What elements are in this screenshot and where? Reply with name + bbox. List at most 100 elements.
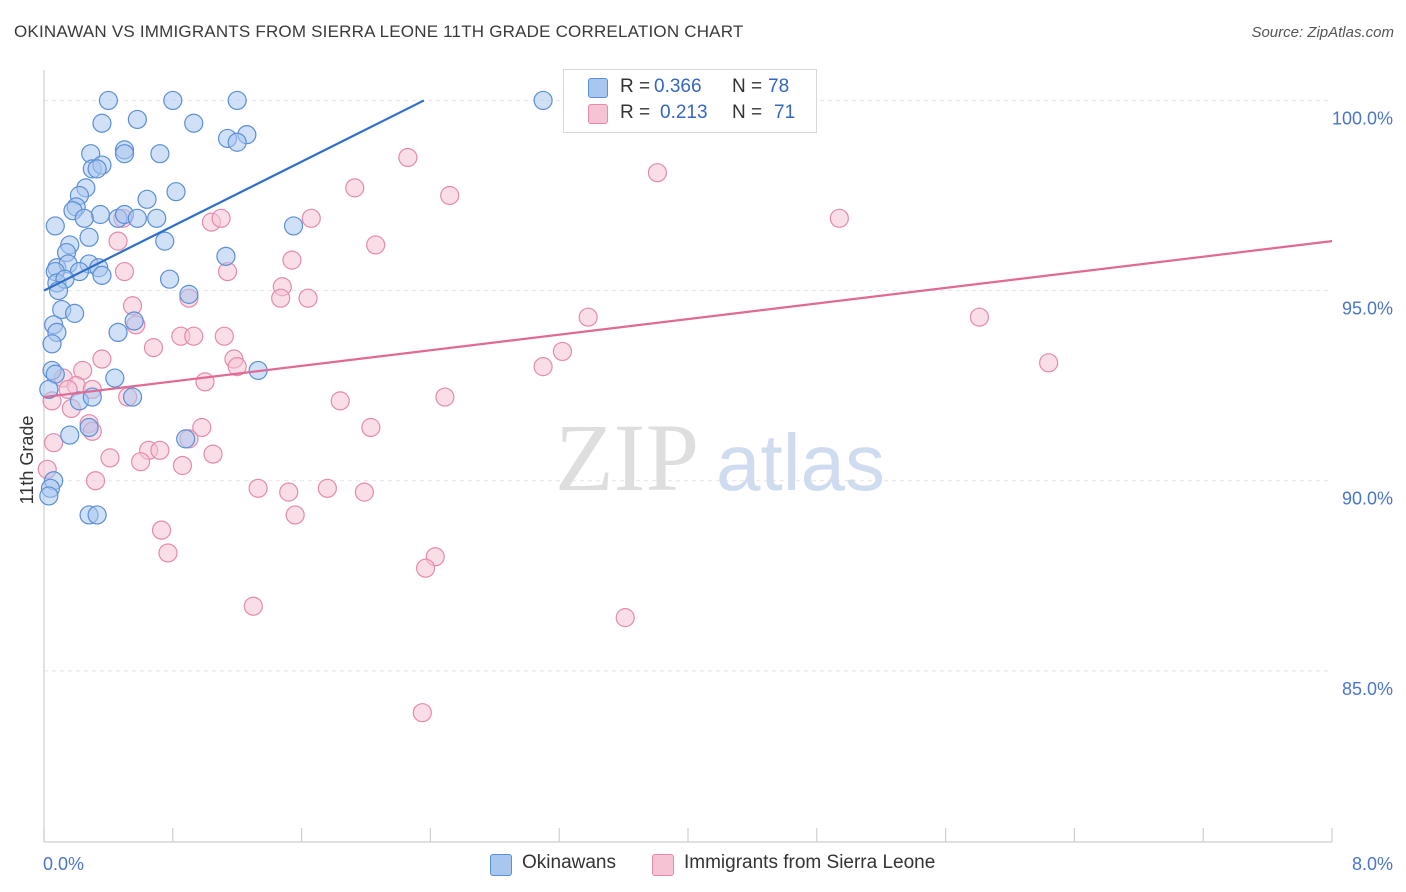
chart-title: OKINAWAN VS IMMIGRANTS FROM SIERRA LEONE… bbox=[14, 22, 744, 41]
point-okinawans bbox=[105, 368, 125, 388]
point-okinawans bbox=[179, 284, 199, 304]
legend-r-label: R = bbox=[620, 102, 651, 123]
point-okinawans bbox=[64, 303, 85, 323]
point-okinawans bbox=[114, 144, 135, 164]
point-sierra-leone bbox=[227, 357, 247, 377]
point-sierra-leone bbox=[192, 417, 212, 438]
point-sierra-leone bbox=[203, 444, 223, 464]
trend-line-okinawans bbox=[43, 99, 425, 292]
point-sierra-leone bbox=[195, 372, 215, 392]
watermark-zip: ZIP bbox=[555, 404, 699, 511]
point-sierra-leone bbox=[158, 543, 178, 563]
point-okinawans bbox=[98, 90, 119, 111]
point-sierra-leone bbox=[647, 163, 668, 183]
point-okinawans bbox=[79, 227, 99, 247]
point-okinawans bbox=[127, 109, 147, 130]
x-tick-label-max: 8.0% bbox=[1352, 854, 1393, 874]
point-sierra-leone bbox=[317, 478, 337, 498]
point-okinawans bbox=[155, 231, 175, 251]
point-sierra-leone bbox=[279, 482, 299, 502]
point-sierra-leone bbox=[92, 349, 112, 369]
point-sierra-leone bbox=[301, 208, 321, 228]
point-sierra-leone bbox=[184, 326, 204, 346]
point-okinawans bbox=[150, 144, 170, 164]
point-okinawans bbox=[147, 208, 167, 228]
legend-n-value: 71 bbox=[774, 102, 796, 123]
point-okinawans bbox=[159, 269, 180, 289]
legend-r-label: R = bbox=[620, 76, 651, 97]
point-okinawans bbox=[60, 425, 80, 445]
point-okinawans bbox=[74, 208, 94, 228]
point-sierra-leone bbox=[150, 440, 170, 460]
point-sierra-leone bbox=[533, 357, 553, 377]
stats-legend: R = 0.366 N = 78 R = 0.213 N = 71 bbox=[563, 69, 817, 133]
point-sierra-leone bbox=[211, 208, 231, 228]
trend-lines bbox=[43, 99, 1333, 399]
point-okinawans bbox=[127, 208, 147, 228]
legend-n-value: 78 bbox=[768, 76, 790, 97]
point-okinawans bbox=[227, 132, 247, 152]
point-okinawans bbox=[108, 322, 128, 343]
point-sierra-leone bbox=[298, 288, 318, 308]
watermark-atlas: atlas bbox=[716, 418, 885, 507]
point-sierra-leone bbox=[108, 231, 128, 251]
point-sierra-leone bbox=[1039, 353, 1059, 373]
point-okinawans bbox=[533, 90, 553, 111]
grid-lines bbox=[44, 99, 1332, 672]
point-okinawans bbox=[92, 265, 112, 285]
point-sierra-leone bbox=[412, 703, 432, 723]
legend-n-label: N = bbox=[732, 102, 763, 123]
y-tick-label: 100.0% bbox=[1332, 108, 1393, 128]
point-sierra-leone bbox=[366, 235, 386, 255]
point-sierra-leone bbox=[282, 250, 302, 270]
trend-line-sierra-leone bbox=[43, 240, 1333, 399]
y-tick-label: 85.0% bbox=[1342, 679, 1393, 699]
legend-swatch-sierra-leone bbox=[652, 854, 674, 876]
point-sierra-leone bbox=[361, 417, 381, 438]
x-tick-label-min: 0.0% bbox=[43, 854, 84, 874]
point-sierra-leone bbox=[248, 478, 268, 498]
watermark: ZIP atlas bbox=[555, 404, 885, 511]
legend-r-value: 0.366 bbox=[654, 76, 702, 97]
legend-swatch-blue bbox=[588, 78, 608, 98]
point-sierra-leone bbox=[85, 471, 106, 491]
point-sierra-leone bbox=[114, 261, 135, 282]
point-sierra-leone bbox=[829, 208, 849, 228]
point-okinawans bbox=[92, 113, 112, 133]
series-okinawans-points bbox=[39, 90, 553, 525]
point-sierra-leone bbox=[615, 608, 635, 628]
point-okinawans bbox=[184, 113, 204, 133]
legend-label-sierra-leone: Immigrants from Sierra Leone bbox=[684, 852, 936, 873]
point-okinawans bbox=[124, 311, 144, 331]
y-tick-label: 90.0% bbox=[1342, 489, 1393, 509]
point-okinawans bbox=[137, 189, 157, 209]
point-sierra-leone bbox=[151, 520, 172, 540]
point-sierra-leone bbox=[330, 391, 350, 411]
x-ticks bbox=[43, 828, 1333, 842]
point-sierra-leone bbox=[172, 455, 193, 476]
series-sierra-leone-points bbox=[37, 90, 1059, 723]
point-sierra-leone bbox=[131, 452, 151, 472]
point-sierra-leone bbox=[345, 178, 365, 198]
point-okinawans bbox=[87, 159, 107, 179]
point-okinawans bbox=[227, 90, 247, 111]
y-axis-title: 11th Grade bbox=[17, 416, 37, 505]
point-okinawans bbox=[283, 216, 304, 236]
y-tick-label: 95.0% bbox=[1342, 299, 1393, 319]
point-okinawans bbox=[42, 334, 62, 354]
point-okinawans bbox=[39, 379, 59, 400]
point-okinawans bbox=[87, 505, 107, 525]
point-okinawans bbox=[163, 90, 183, 111]
point-okinawans bbox=[166, 182, 186, 202]
point-okinawans bbox=[45, 216, 65, 236]
legend-label-okinawans: Okinawans bbox=[522, 852, 616, 873]
point-okinawans bbox=[90, 204, 110, 225]
point-sierra-leone bbox=[435, 387, 455, 407]
legend-swatch-pink bbox=[588, 104, 608, 124]
point-sierra-leone bbox=[100, 448, 120, 468]
legend-swatch-okinawans bbox=[490, 854, 512, 876]
legend-n-label: N = bbox=[732, 76, 763, 97]
legend-r-value: 0.213 bbox=[660, 102, 708, 123]
point-okinawans bbox=[79, 417, 99, 438]
